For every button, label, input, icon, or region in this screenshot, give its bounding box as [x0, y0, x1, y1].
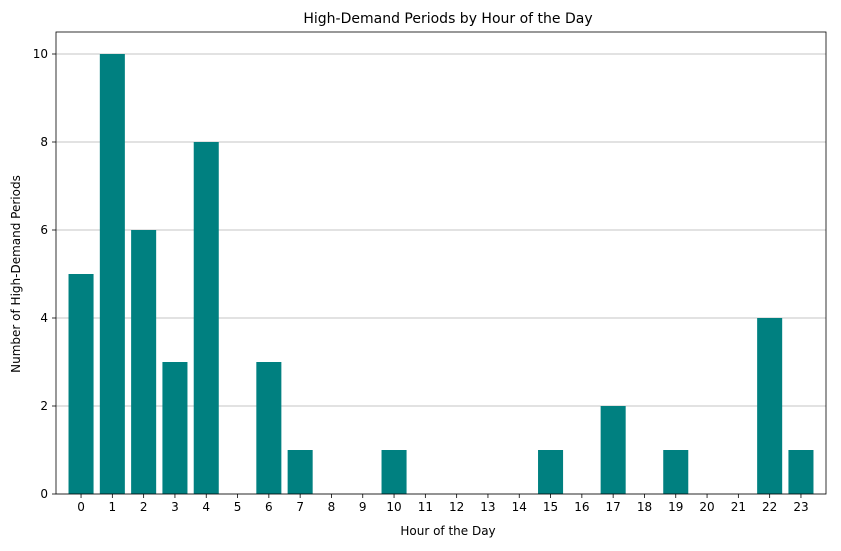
bar-4: [193, 142, 219, 494]
y-tick-label: 8: [40, 135, 48, 149]
x-tick-label: 22: [762, 500, 777, 514]
bar-6: [256, 362, 282, 494]
x-tick-label: 3: [171, 500, 179, 514]
x-tick-label: 18: [637, 500, 652, 514]
x-tick-label: 5: [234, 500, 242, 514]
y-tick-label: 4: [40, 311, 48, 325]
x-tick-label: 11: [418, 500, 433, 514]
bar-2: [131, 230, 157, 494]
bar-15: [538, 450, 564, 494]
x-tick-label: 23: [793, 500, 808, 514]
x-tick-label: 13: [480, 500, 495, 514]
x-tick-label: 19: [668, 500, 683, 514]
bar-17: [600, 406, 626, 494]
x-tick-label: 20: [699, 500, 714, 514]
bar-22: [757, 318, 783, 494]
y-ticks: 0 2 4 6 8 10: [33, 47, 56, 501]
bar-23: [788, 450, 814, 494]
x-tick-label: 8: [328, 500, 336, 514]
bar-19: [663, 450, 689, 494]
x-tick-label: 4: [202, 500, 210, 514]
x-ticks: 0 1 2 3 4 5 6 7 8 9 10 11 12 13 14 15 16 17 18 19 20 21 22 23: [77, 494, 809, 514]
bars: [68, 54, 814, 494]
y-tick-label: 2: [40, 399, 48, 413]
bar-1: [99, 54, 125, 494]
y-tick-label: 6: [40, 223, 48, 237]
y-tick-label: 10: [33, 47, 48, 61]
x-axis-label: Hour of the Day: [400, 524, 495, 538]
x-tick-label: 9: [359, 500, 367, 514]
axes: [55, 31, 827, 495]
y-axis-label: Number of High-Demand Periods: [9, 175, 23, 373]
bar-3: [162, 362, 188, 494]
x-tick-label: 2: [140, 500, 148, 514]
x-tick-label: 7: [296, 500, 304, 514]
bar-0: [68, 274, 94, 494]
x-tick-label: 12: [449, 500, 464, 514]
x-tick-label: 0: [77, 500, 85, 514]
x-tick-label: 6: [265, 500, 273, 514]
bar-7: [287, 450, 313, 494]
y-tick-label: 0: [40, 487, 48, 501]
x-tick-label: 10: [386, 500, 401, 514]
plot-frame: [55, 31, 827, 495]
bar-10: [381, 450, 407, 494]
x-tick-label: 15: [543, 500, 558, 514]
x-tick-label: 21: [731, 500, 746, 514]
chart-title: High-Demand Periods by Hour of the Day: [303, 11, 592, 27]
x-tick-label: 14: [512, 500, 527, 514]
x-tick-label: 17: [606, 500, 621, 514]
x-tick-label: 16: [574, 500, 589, 514]
x-tick-label: 1: [109, 500, 117, 514]
